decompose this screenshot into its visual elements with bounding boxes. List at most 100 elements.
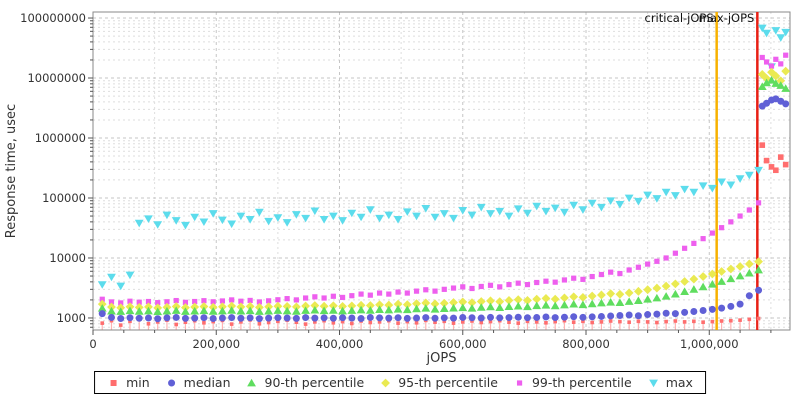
data-point: [199, 218, 209, 227]
data-point: [682, 245, 688, 251]
data-point: [781, 84, 790, 92]
data-point: [754, 257, 763, 267]
data-point: [645, 261, 651, 267]
data-point: [191, 314, 199, 322]
data-point: [283, 314, 291, 322]
data-point: [218, 306, 227, 315]
data-point: [773, 167, 779, 174]
data-point: [532, 301, 542, 310]
data-point: [625, 311, 633, 319]
data-point: [376, 314, 384, 322]
data-point: [771, 71, 781, 81]
data-point: [700, 236, 706, 242]
data-point: [183, 320, 188, 324]
data-point: [347, 209, 357, 218]
data-point: [532, 202, 542, 211]
data-point: [245, 215, 255, 224]
data-point: [735, 271, 745, 280]
data-point: [396, 321, 400, 325]
legend-item-p95: 95-th percentile: [379, 375, 498, 390]
y-tick-label: 100000: [42, 191, 86, 205]
data-point: [523, 209, 532, 218]
data-point: [486, 313, 494, 321]
data-point: [245, 301, 255, 311]
legend-marker-p95-icon: [381, 378, 391, 387]
data-point: [135, 314, 143, 322]
data-point: [560, 208, 569, 217]
data-point: [543, 278, 549, 284]
data-point: [672, 250, 678, 256]
data-point: [433, 320, 437, 324]
data-point: [597, 312, 605, 320]
data-point: [476, 203, 486, 212]
y-tick-label: 10000: [49, 251, 86, 265]
data-point: [227, 220, 237, 229]
data-point: [698, 272, 708, 281]
data-point: [718, 225, 725, 231]
data-point: [376, 290, 383, 296]
data-point: [662, 309, 670, 317]
data-point: [365, 206, 375, 214]
data-point: [339, 314, 347, 322]
data-point: [726, 181, 736, 190]
data-point: [321, 295, 327, 301]
data-point: [255, 315, 263, 323]
plot-border: [92, 11, 791, 331]
x-tick-label: 0: [89, 337, 96, 351]
series-p99: [99, 52, 789, 306]
data-point: [291, 302, 301, 312]
data-point: [430, 213, 440, 222]
legend-marker-median-icon: [167, 379, 175, 386]
data-point: [670, 192, 680, 200]
data-point: [661, 292, 671, 300]
data-point: [356, 213, 366, 222]
data-point: [655, 320, 659, 325]
data-point: [125, 271, 135, 280]
data-point: [219, 298, 226, 304]
data-point: [375, 300, 384, 310]
data-point: [386, 291, 392, 297]
data-point: [236, 302, 246, 312]
data-point: [328, 301, 338, 311]
data-point: [347, 301, 357, 311]
data-point: [275, 297, 281, 303]
data-point: [671, 310, 679, 318]
data-point: [681, 308, 689, 316]
data-point: [136, 299, 142, 305]
data-point: [553, 319, 558, 324]
data-point: [384, 305, 394, 314]
data-point: [579, 313, 587, 321]
data-point: [210, 299, 216, 305]
data-point: [404, 290, 410, 296]
data-point: [689, 188, 699, 197]
data-point: [181, 314, 189, 322]
data-point: [358, 291, 364, 297]
data-point: [347, 306, 357, 314]
data-point: [661, 281, 671, 291]
data-point: [118, 300, 124, 306]
data-point: [599, 320, 604, 324]
data-point: [273, 214, 283, 222]
data-point: [134, 307, 144, 315]
data-point: [682, 320, 687, 324]
data-point: [365, 306, 375, 314]
data-point: [108, 299, 115, 305]
y-tick-label: 100000000: [20, 11, 86, 25]
data-point: [726, 274, 736, 283]
data-point: [542, 313, 550, 321]
data-point: [759, 142, 766, 148]
data-point: [476, 297, 486, 306]
data-point: [421, 298, 431, 308]
data-point: [423, 287, 429, 293]
data-point: [199, 306, 209, 315]
data-point: [729, 318, 733, 323]
data-point: [633, 286, 643, 296]
data-point: [689, 285, 699, 293]
data-point: [117, 314, 125, 322]
data-point: [375, 214, 384, 223]
data-point: [384, 211, 394, 220]
data-point: [663, 255, 669, 261]
data-point: [515, 280, 521, 286]
data-point: [266, 298, 272, 304]
data-point: [513, 295, 523, 305]
